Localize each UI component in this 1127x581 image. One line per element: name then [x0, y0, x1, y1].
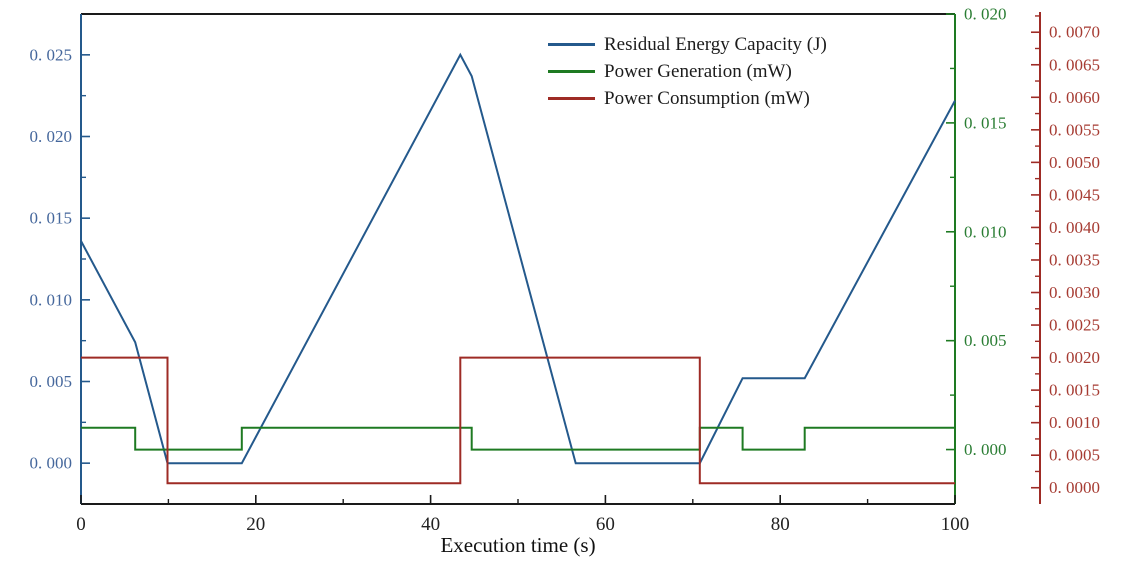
legend-label: Residual Energy Capacity (J)	[604, 34, 827, 55]
series-line-red	[81, 356, 955, 485]
red-tick-label: 0. 0060	[1049, 88, 1100, 107]
legend-item-power-consumption: Power Consumption (mW)	[548, 85, 827, 112]
green-tick-label: 0. 005	[964, 331, 1007, 350]
red-tick-label: 0. 0065	[1049, 55, 1100, 74]
red-tick-label: 0. 0020	[1049, 348, 1100, 367]
red-tick-label: 0. 0025	[1049, 316, 1100, 335]
left-tick-label: 0. 020	[30, 127, 73, 146]
red-tick-label: 0. 0045	[1049, 185, 1100, 204]
red-tick-label: 0. 0015	[1049, 381, 1100, 400]
left-tick-label: 0. 010	[30, 290, 73, 309]
red-tick-label: 0. 0000	[1049, 478, 1100, 497]
legend-label: Power Consumption (mW)	[604, 88, 810, 109]
red-tick-label: 0. 0010	[1049, 413, 1100, 432]
x-tick-label: 100	[941, 514, 970, 535]
x-tick-label: 80	[771, 514, 790, 535]
red-tick-label: 0. 0040	[1049, 218, 1100, 237]
red-tick-label: 0. 0055	[1049, 120, 1100, 139]
x-tick-label: 0	[76, 514, 86, 535]
red-tick-label: 0. 0005	[1049, 446, 1100, 465]
legend: Residual Energy Capacity (J) Power Gener…	[548, 31, 827, 112]
red-tick-label: 0. 0035	[1049, 250, 1100, 269]
x-axis-title: Execution time (s)	[440, 533, 596, 557]
legend-line-sample-red	[548, 97, 595, 100]
legend-item-power-generation: Power Generation (mW)	[548, 58, 827, 85]
legend-item-residual-energy: Residual Energy Capacity (J)	[548, 31, 827, 58]
red-tick-label: 0. 0030	[1049, 283, 1100, 302]
x-tick-label: 60	[596, 514, 615, 535]
green-tick-label: 0. 010	[964, 222, 1007, 241]
green-tick-label: 0. 000	[964, 440, 1007, 459]
green-tick-label: 0. 020	[964, 5, 1007, 24]
x-tick-label: 40	[421, 514, 440, 535]
legend-label: Power Generation (mW)	[604, 61, 792, 82]
series-line-left	[80, 52, 956, 465]
green-tick-label: 0. 015	[964, 113, 1007, 132]
red-tick-label: 0. 0070	[1049, 23, 1100, 42]
x-tick-label: 20	[246, 514, 265, 535]
legend-line-sample-green	[548, 70, 595, 73]
left-tick-label: 0. 015	[30, 209, 73, 228]
red-tick-label: 0. 0050	[1049, 153, 1100, 172]
left-tick-label: 0. 000	[30, 454, 73, 473]
left-tick-label: 0. 025	[30, 45, 73, 64]
series-line-green	[81, 426, 955, 451]
left-tick-label: 0. 005	[30, 372, 73, 391]
legend-line-sample-blue	[548, 43, 595, 46]
